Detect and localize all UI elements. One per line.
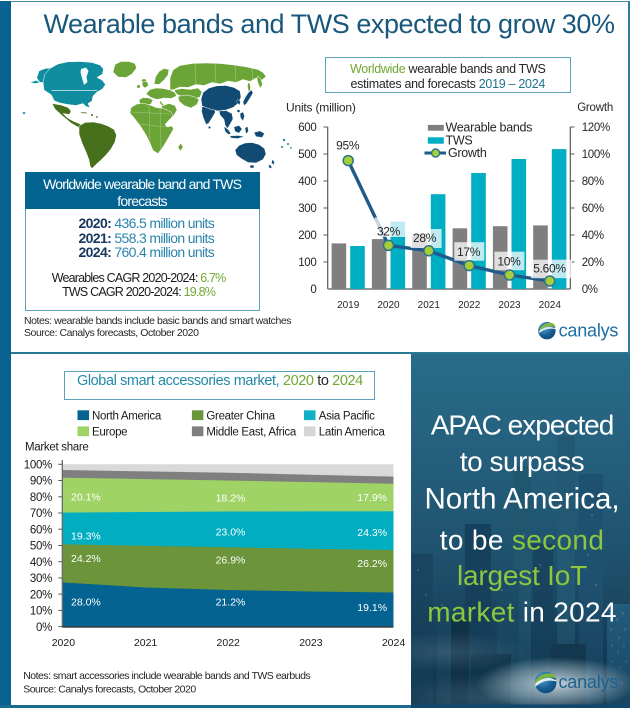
svg-text:Growth: Growth (448, 146, 487, 160)
svg-text:100: 100 (298, 257, 316, 269)
svg-text:200: 200 (298, 230, 316, 242)
svg-text:0%: 0% (36, 622, 52, 634)
svg-text:30%: 30% (30, 573, 52, 585)
svg-text:26.9%: 26.9% (216, 554, 246, 566)
svg-text:10%: 10% (30, 606, 52, 618)
svg-text:28.0%: 28.0% (71, 596, 101, 608)
svg-text:2023: 2023 (498, 300, 521, 311)
svg-text:19.1%: 19.1% (357, 602, 387, 614)
svg-text:17%: 17% (457, 245, 481, 259)
svg-text:2022: 2022 (458, 300, 481, 311)
svg-text:North America,: North America, (424, 482, 619, 515)
svg-text:80%: 80% (582, 176, 604, 188)
svg-text:50%: 50% (30, 541, 52, 553)
svg-text:largest IoT: largest IoT (457, 560, 587, 591)
svg-text:20%: 20% (582, 257, 604, 269)
svg-text:90%: 90% (30, 476, 52, 488)
svg-text:100%: 100% (582, 149, 610, 161)
svg-text:Middle East, Africa: Middle East, Africa (206, 427, 296, 439)
svg-text:2023: 2023 (299, 637, 323, 649)
svg-text:20%: 20% (30, 589, 52, 601)
svg-text:5.60%: 5.60% (533, 262, 566, 276)
svg-text:canalys: canalys (559, 321, 619, 341)
svg-text:10%: 10% (497, 255, 521, 269)
svg-text:21.2%: 21.2% (216, 597, 246, 609)
svg-text:canalys: canalys (559, 672, 619, 692)
svg-text:to surpass: to surpass (460, 446, 584, 477)
svg-text:North America: North America (92, 411, 162, 423)
svg-text:23.0%: 23.0% (216, 527, 246, 539)
svg-text:400: 400 (298, 176, 316, 188)
svg-text:Asia Pacific: Asia Pacific (319, 411, 375, 423)
svg-text:0%: 0% (582, 284, 598, 296)
svg-text:120%: 120% (582, 122, 610, 134)
svg-text:Growth: Growth (577, 102, 613, 114)
svg-text:to be second: to be second (440, 524, 605, 555)
svg-text:70%: 70% (30, 508, 52, 520)
svg-text:2020: 2020 (377, 300, 400, 311)
svg-text:0: 0 (310, 284, 316, 296)
svg-text:500: 500 (298, 149, 316, 161)
svg-text:26.2%: 26.2% (357, 558, 387, 570)
svg-text:24.2%: 24.2% (71, 553, 101, 565)
svg-text:32%: 32% (377, 224, 401, 238)
svg-text:APAC expected: APAC expected (431, 409, 614, 440)
svg-text:18.2%: 18.2% (216, 493, 246, 505)
svg-text:market in 2024: market in 2024 (427, 596, 616, 627)
svg-text:2021: 2021 (418, 300, 441, 311)
svg-text:2020: 2020 (52, 637, 76, 649)
svg-text:28%: 28% (413, 231, 437, 245)
svg-text:Latin America: Latin America (319, 427, 386, 439)
svg-text:2021: 2021 (134, 637, 158, 649)
svg-text:100%: 100% (24, 460, 52, 472)
svg-text:20.1%: 20.1% (71, 492, 101, 504)
svg-text:300: 300 (298, 203, 316, 215)
svg-text:Source: Canalys forecasts, Oct: Source: Canalys forecasts, October 2020 (23, 684, 196, 696)
svg-text:60%: 60% (582, 203, 604, 215)
svg-text:19.3%: 19.3% (71, 531, 101, 543)
svg-text:2019: 2019 (337, 300, 360, 311)
svg-text:17.9%: 17.9% (357, 492, 387, 504)
svg-text:Units (million): Units (million) (286, 101, 356, 115)
svg-text:80%: 80% (30, 492, 52, 504)
svg-text:95%: 95% (336, 139, 360, 153)
svg-text:600: 600 (298, 122, 316, 134)
svg-text:Greater China: Greater China (206, 411, 275, 423)
svg-text:2024: 2024 (382, 637, 406, 649)
svg-text:TWS: TWS (446, 133, 473, 147)
svg-text:Market share: Market share (25, 442, 89, 454)
svg-text:40%: 40% (582, 230, 604, 242)
svg-text:2022: 2022 (217, 637, 241, 649)
svg-text:Wearable bands: Wearable bands (446, 121, 533, 135)
svg-text:Notes: smart accessories inclu: Notes: smart accessories include wearabl… (23, 670, 310, 682)
svg-text:2024: 2024 (539, 300, 562, 311)
svg-text:24.3%: 24.3% (357, 527, 387, 539)
svg-text:Europe: Europe (92, 427, 127, 439)
svg-text:40%: 40% (30, 557, 52, 569)
svg-text:60%: 60% (30, 524, 52, 536)
